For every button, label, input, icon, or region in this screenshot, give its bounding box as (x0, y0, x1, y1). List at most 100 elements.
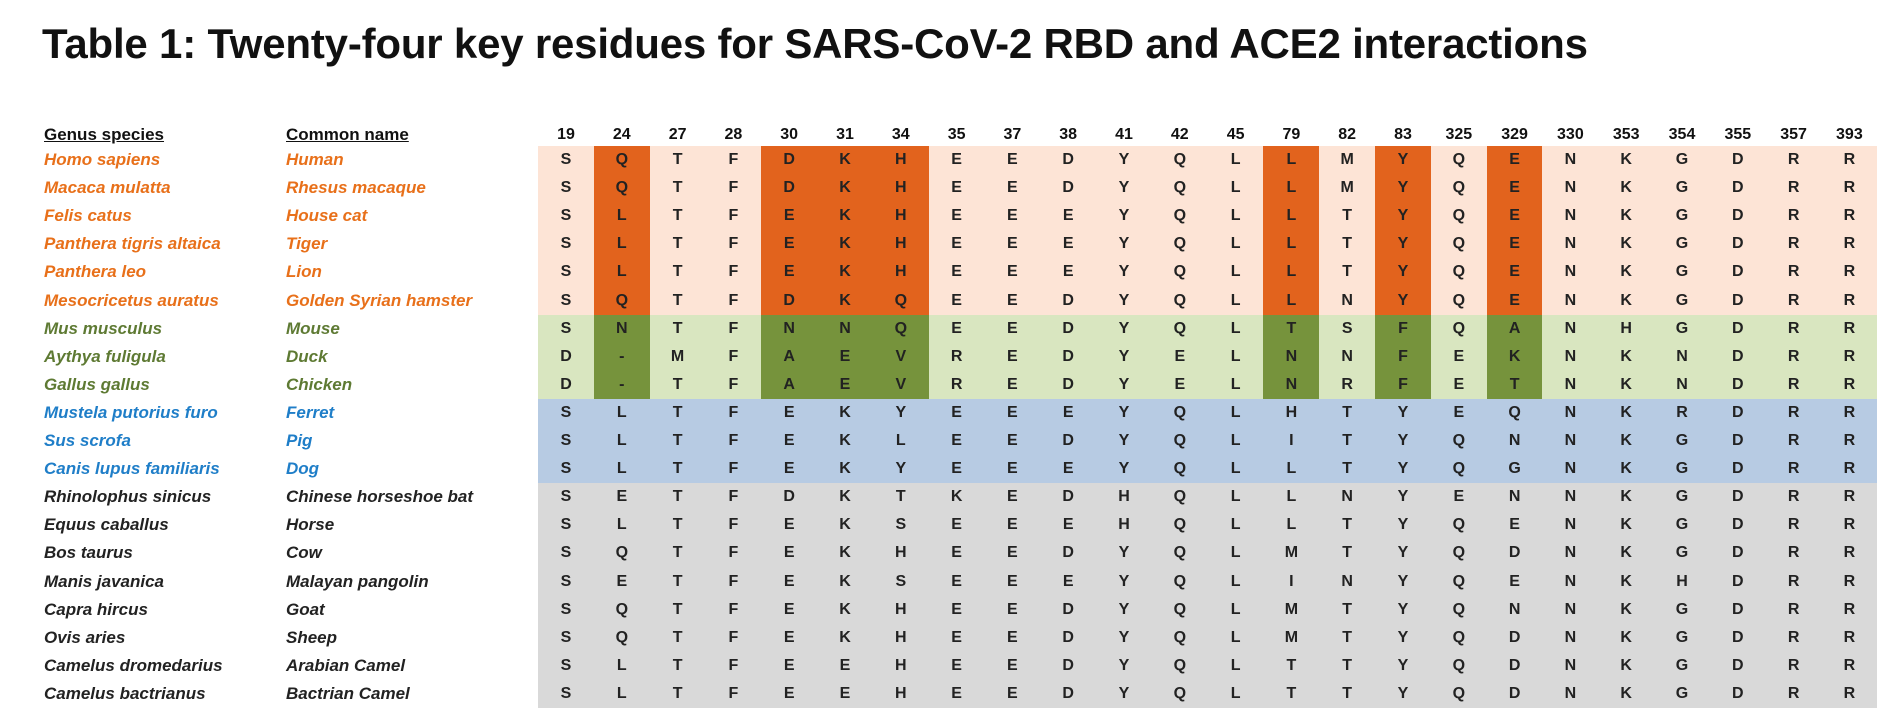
residue-cell: D (1732, 656, 1744, 674)
residue-cell: T (1342, 628, 1353, 646)
residue-cell: S (560, 207, 572, 225)
residue-cell: R (1843, 488, 1856, 506)
common-name-cell: Chicken (286, 374, 353, 394)
residue-cell: N (1564, 263, 1577, 281)
residue-cell: L (1230, 207, 1241, 225)
position-header: 27 (668, 126, 687, 143)
residue-cell: R (1843, 291, 1856, 309)
residue-cell: R (1843, 235, 1856, 253)
residue-cell: S (560, 544, 572, 562)
genus-species-cell: Gallus gallus (44, 374, 150, 394)
residue-cell: D (1732, 432, 1744, 449)
residue-cell: S (895, 516, 907, 534)
residue-cell: Q (1173, 263, 1187, 281)
residue-cell: D (1732, 375, 1744, 393)
residue-cell: Q (1452, 235, 1466, 253)
residue-cell: E (1007, 544, 1018, 562)
residue-cell: E (616, 572, 628, 590)
residue-cell: K (1620, 544, 1632, 562)
residue-cell: G (1508, 460, 1521, 478)
residue-cell: L (1230, 179, 1241, 197)
position-header: 28 (724, 126, 743, 143)
highlight-col-green-31 (817, 314, 873, 399)
residue-cell: E (1453, 375, 1465, 393)
residue-cell: E (1007, 572, 1018, 590)
residue-cell: R (1787, 600, 1800, 618)
residue-cell: L (1230, 656, 1241, 674)
residue-cell: G (1675, 684, 1689, 702)
residue-cell: K (839, 516, 851, 534)
residue-cell: R (1843, 403, 1856, 421)
residue-cell: G (1675, 656, 1689, 674)
residue-cell: T (1342, 432, 1353, 449)
residue-cell: Y (1397, 628, 1409, 646)
residue-cell: F (728, 347, 739, 365)
residue-cell: N (1285, 347, 1298, 365)
residue-cell: F (728, 460, 739, 478)
residue-cell: F (728, 151, 739, 168)
residue-cell: Q (1452, 600, 1466, 618)
residue-cell: R (1843, 544, 1856, 562)
highlight-col-orange-34 (872, 146, 929, 315)
residue-cell: Y (1118, 544, 1130, 562)
residue-cell: D (1062, 291, 1074, 309)
residue-cell: E (783, 572, 795, 590)
residue-cell: Y (1397, 544, 1409, 562)
residue-cell: E (1509, 235, 1520, 253)
common-name-cell: Duck (286, 346, 328, 366)
common-name-cell: House cat (286, 206, 368, 226)
common-name-cell: Lion (286, 262, 322, 282)
residue-cell: E (1007, 263, 1018, 281)
residue-cell: K (1620, 628, 1632, 646)
residue-cell: V (895, 375, 907, 393)
residue-cell: E (783, 263, 795, 281)
residue-cell: Q (1173, 516, 1187, 534)
genus-species-cell: Ovis aries (44, 627, 126, 647)
residue-cell: F (728, 263, 739, 281)
common-name-cell: Dog (286, 459, 320, 479)
highlight-col-green-34 (872, 314, 929, 399)
residue-cell: D (1062, 432, 1074, 449)
residue-cell: H (895, 207, 907, 225)
residue-cell: T (1286, 319, 1297, 337)
residue-cell: E (951, 151, 962, 168)
residue-cell: Q (1508, 403, 1521, 421)
residue-cell: K (839, 544, 851, 562)
residue-cell: T (672, 375, 683, 393)
residue-cell: D (1508, 544, 1521, 562)
position-header: 325 (1445, 126, 1473, 143)
residue-cell: R (1787, 207, 1800, 225)
residue-cell: Q (1173, 460, 1187, 478)
residue-cell: K (1620, 460, 1632, 478)
residue-cell: T (1342, 684, 1353, 702)
residue-cell: E (839, 684, 851, 702)
residue-cell: T (672, 291, 683, 309)
residue-cell: D (1732, 600, 1744, 618)
residue-cell: K (1620, 600, 1632, 618)
residue-cell: Q (1452, 263, 1466, 281)
residue-cell: R (1787, 151, 1800, 168)
residue-cell: Y (1397, 291, 1409, 309)
residue-cell: E (1007, 235, 1018, 253)
residue-cell: S (560, 151, 572, 168)
residue-cell: T (1286, 684, 1297, 702)
residue-cell: D (1732, 207, 1744, 225)
residue-cell: F (1398, 319, 1408, 337)
residue-cell: Q (615, 291, 629, 309)
residue-cell: T (672, 572, 683, 590)
residue-cell: E (1453, 403, 1465, 421)
position-header: 83 (1394, 126, 1412, 143)
residue-cell: Q (1173, 291, 1187, 309)
residue-cell: L (1230, 516, 1241, 534)
residue-cell: N (1341, 347, 1353, 365)
residue-cell: G (1675, 432, 1689, 449)
residue-cell: K (839, 263, 851, 281)
residue-cell: Q (615, 628, 629, 646)
residue-cell: L (616, 460, 627, 478)
residue-cell: S (560, 263, 572, 281)
residue-cell: E (839, 375, 851, 393)
residue-cell: K (1620, 432, 1632, 449)
residue-cell: Y (1397, 460, 1409, 478)
residue-cell: Y (1397, 151, 1409, 168)
residue-cell: A (783, 375, 795, 393)
